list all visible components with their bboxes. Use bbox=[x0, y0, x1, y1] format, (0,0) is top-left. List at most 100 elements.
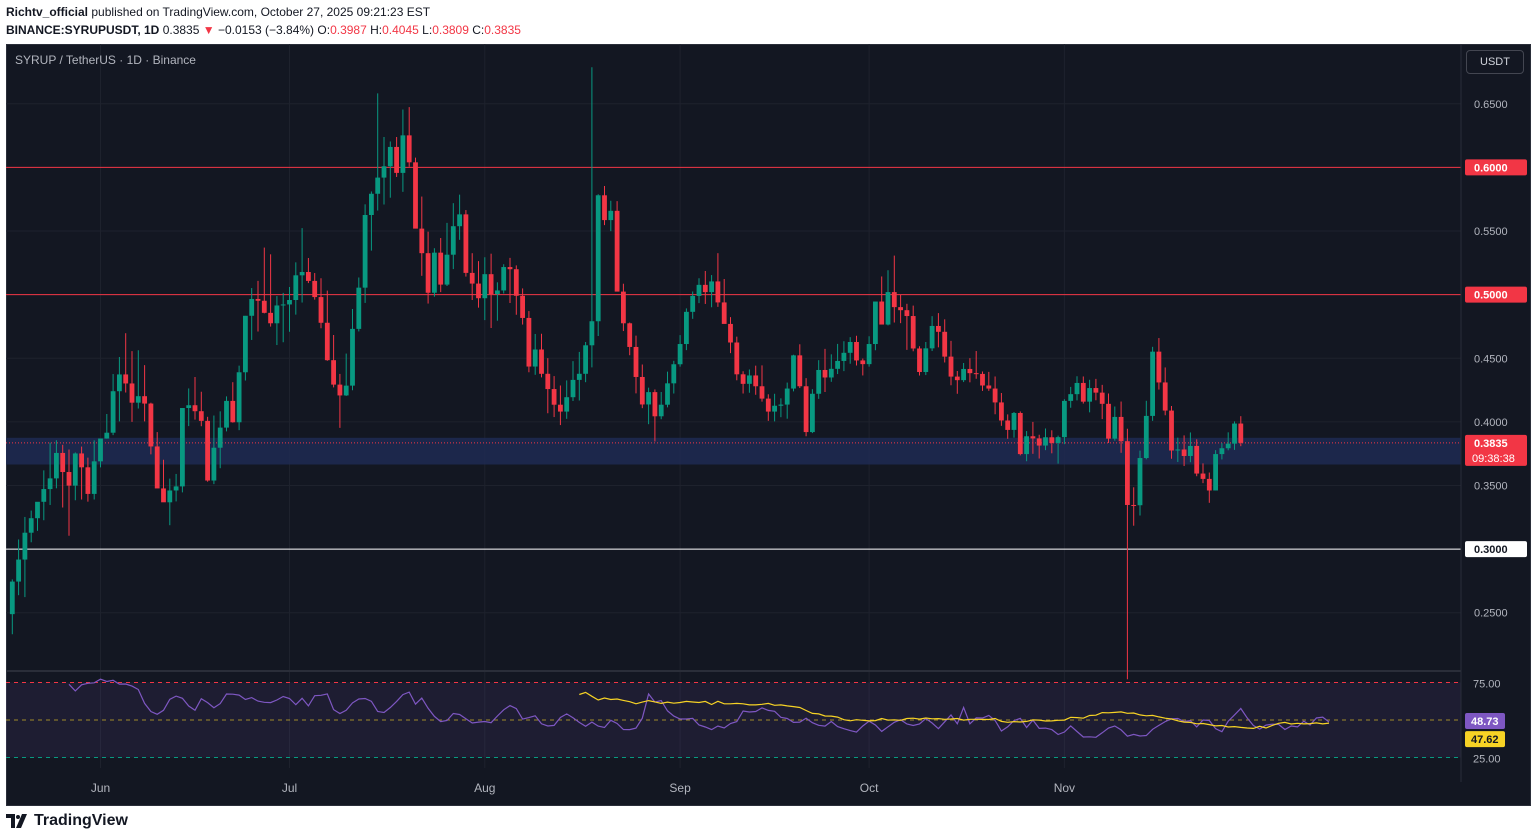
candle-body bbox=[362, 215, 368, 288]
candle-body bbox=[910, 316, 916, 349]
currency-button[interactable]: USDT bbox=[1466, 50, 1524, 74]
candle-body bbox=[520, 295, 525, 318]
candle-body bbox=[759, 386, 765, 399]
candle-body bbox=[860, 360, 866, 365]
level-label: 0.3000 bbox=[1474, 544, 1508, 556]
candle-body bbox=[810, 393, 815, 433]
candle-body bbox=[217, 427, 223, 448]
candle-body bbox=[986, 385, 992, 389]
candle-body bbox=[1238, 423, 1244, 443]
candle-body bbox=[1087, 388, 1092, 402]
chart-legend: SYRUP / TetherUS · 1D · Binance bbox=[15, 53, 196, 67]
candle-body bbox=[16, 559, 21, 582]
last-price-label: 0.3835 bbox=[1474, 438, 1508, 450]
candle-body bbox=[1043, 437, 1048, 446]
candle-body bbox=[1099, 392, 1105, 404]
candles bbox=[9, 67, 1244, 680]
candle-body bbox=[778, 404, 784, 406]
open-value: 0.3987 bbox=[330, 23, 367, 37]
candle-body bbox=[608, 210, 614, 221]
candle-body bbox=[671, 364, 677, 384]
candle-body bbox=[375, 177, 381, 194]
candle-body bbox=[469, 272, 475, 284]
candle-body bbox=[1074, 382, 1080, 395]
candle-body bbox=[1011, 412, 1017, 430]
candle-body bbox=[274, 305, 280, 324]
candle-body bbox=[576, 373, 582, 380]
candle-body bbox=[898, 307, 903, 311]
price-tick: 0.5500 bbox=[1474, 226, 1508, 238]
price-tick: 0.2500 bbox=[1474, 608, 1508, 620]
candle-body bbox=[104, 432, 110, 439]
candle-body bbox=[148, 403, 154, 447]
time-tick: Jun bbox=[91, 781, 110, 795]
author-name[interactable]: Richtv_official bbox=[6, 5, 89, 19]
candle-body bbox=[406, 135, 412, 163]
rsi-upper-tick: 75.00 bbox=[1473, 679, 1501, 691]
candle-body bbox=[828, 368, 834, 378]
candle-body bbox=[728, 323, 733, 343]
close-value: 0.3835 bbox=[484, 23, 521, 37]
candle-body bbox=[476, 283, 481, 299]
candle-body bbox=[400, 135, 406, 173]
level-label: 0.6000 bbox=[1474, 162, 1508, 174]
candle-body bbox=[167, 490, 173, 503]
candle-body bbox=[135, 396, 141, 403]
candle-body bbox=[60, 452, 66, 473]
candle-body bbox=[891, 292, 897, 308]
candle-body bbox=[803, 386, 809, 433]
candle-body bbox=[1206, 478, 1212, 491]
candle-body bbox=[495, 290, 500, 295]
support-zone bbox=[6, 437, 1461, 465]
candle-body bbox=[230, 400, 236, 423]
level-label-bg bbox=[1465, 159, 1527, 176]
tradingview-logo[interactable]: TradingView bbox=[6, 812, 128, 830]
candle-body bbox=[1188, 445, 1193, 456]
candle-body bbox=[696, 284, 702, 296]
candle-body bbox=[35, 501, 40, 519]
candle-body bbox=[923, 348, 929, 373]
candle-body bbox=[280, 304, 286, 306]
high-label: H: bbox=[370, 23, 383, 37]
candle-body bbox=[854, 341, 859, 361]
candle-body bbox=[425, 253, 431, 293]
candle-body bbox=[173, 486, 179, 491]
candle-body bbox=[198, 411, 204, 421]
rsi-value-bg bbox=[1465, 712, 1505, 729]
candle-body bbox=[255, 298, 261, 301]
candle-body bbox=[1150, 351, 1155, 416]
candle-body bbox=[847, 341, 853, 353]
candle-body bbox=[324, 322, 330, 361]
candle-body bbox=[929, 325, 935, 349]
time-tick: Sep bbox=[669, 781, 691, 795]
candle-body bbox=[488, 274, 494, 295]
candle-body bbox=[369, 193, 374, 216]
candle-body bbox=[129, 383, 135, 403]
candle-body bbox=[835, 360, 840, 369]
candle-body bbox=[438, 252, 444, 285]
candle-body bbox=[1030, 436, 1036, 439]
candle-body bbox=[904, 310, 910, 317]
candle-body bbox=[816, 369, 822, 394]
candle-body bbox=[715, 281, 721, 303]
chart-frame bbox=[6, 44, 1531, 806]
candle-body bbox=[22, 532, 28, 560]
candle-body bbox=[973, 373, 979, 375]
candlestick-chart[interactable]: 0.6500 0.5500 0.4500 0.4000 0.3500 0.2500 0.60… bbox=[6, 44, 1531, 806]
candle-body bbox=[91, 461, 97, 494]
candle-body bbox=[1213, 454, 1218, 491]
tradingview-icon bbox=[6, 814, 27, 828]
candle-body bbox=[513, 269, 519, 296]
publish-date: published on TradingView.com, October 27… bbox=[91, 5, 431, 19]
support-zone-rect bbox=[6, 437, 1461, 465]
candle-body bbox=[9, 581, 15, 615]
footer: TradingView bbox=[0, 806, 1535, 840]
candle-body bbox=[690, 295, 696, 312]
candle-body bbox=[432, 252, 437, 293]
price-tick: 0.3500 bbox=[1474, 481, 1508, 493]
price-tick: 0.4500 bbox=[1474, 353, 1508, 365]
candle-body bbox=[646, 392, 651, 405]
candle-body bbox=[621, 291, 626, 324]
candle-body bbox=[331, 360, 336, 385]
candle-body bbox=[1093, 388, 1099, 393]
